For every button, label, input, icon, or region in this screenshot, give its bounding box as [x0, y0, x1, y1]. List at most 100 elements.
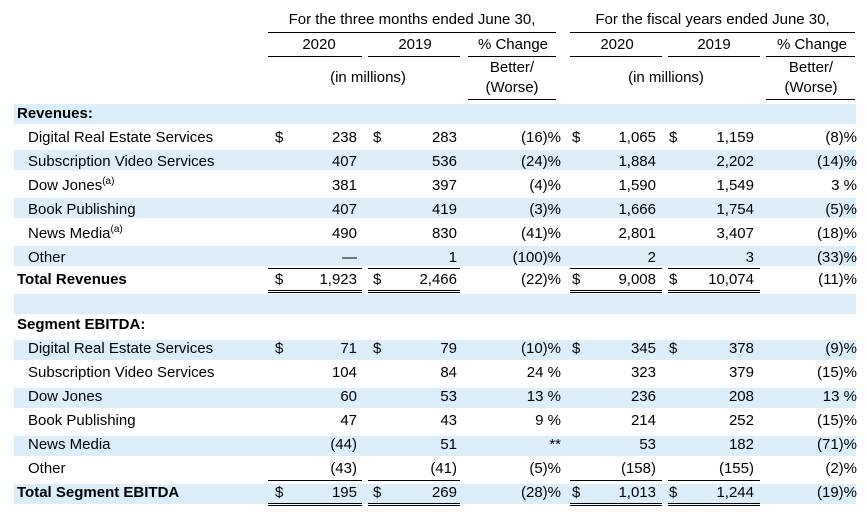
- value-f-2019: 1,549: [716, 177, 754, 194]
- value-f-2020: 1,065: [618, 129, 656, 146]
- dollar-sign: $: [373, 340, 382, 357]
- value-f-change: (71)%: [816, 436, 857, 453]
- table-row: News Media(a) 490 830 (41)% 2,801 3,407 (18)%: [0, 222, 867, 246]
- value-q-change: 13 %: [526, 388, 561, 405]
- value-f-2020: 9,008: [618, 271, 656, 288]
- dollar-sign: $: [669, 129, 678, 146]
- revenues-section-header: Revenues:: [0, 102, 867, 126]
- col-underline: [766, 99, 855, 100]
- subtotal-rule: [570, 268, 662, 269]
- footnote-marker: (a): [110, 224, 123, 235]
- value-q-2020: 381: [331, 177, 357, 194]
- value-f-2019: 379: [728, 364, 754, 381]
- value-f-change: (19)%: [816, 484, 857, 501]
- value-f-2019: 182: [728, 436, 754, 453]
- row-label: News Media: [28, 433, 111, 457]
- value-q-2020: 238: [331, 129, 357, 146]
- dollar-sign: $: [669, 484, 678, 501]
- row-label: Total Segment EBITDA: [17, 481, 179, 505]
- value-f-change: (11)%: [818, 271, 857, 288]
- table-row: Other (43) (41) (5)% (158) (155) (2)%: [0, 457, 867, 481]
- dollar-sign: $: [373, 484, 382, 501]
- value-f-change: (18)%: [816, 225, 857, 242]
- f-better-label: Better/: [788, 59, 834, 76]
- value-q-change: (100)%: [512, 249, 561, 266]
- subtotal-rule: [570, 480, 662, 481]
- three-months-underline: [268, 32, 556, 33]
- table-row: Digital Real Estate Services $238 $283 (16)…: [0, 126, 867, 150]
- subtotal-rule: [368, 480, 460, 481]
- row-label-text: Subscription Video Services: [28, 153, 215, 170]
- value-f-2020: 236: [630, 388, 656, 405]
- row-band: [14, 388, 856, 408]
- dollar-sign: $: [275, 340, 284, 357]
- value-q-2019: 2,466: [419, 271, 457, 288]
- total-rule: [268, 503, 362, 504]
- value-q-2020: 60: [340, 388, 357, 405]
- dollar-sign: $: [572, 484, 581, 501]
- subtotal-rule: [368, 268, 460, 269]
- value-f-2019: 1,754: [716, 201, 754, 218]
- value-f-change: (8)%: [825, 129, 857, 146]
- value-q-2020: (44): [330, 436, 357, 453]
- table-row: Dow Jones 60 53 13 % 236 208 13 %: [0, 385, 867, 409]
- row-label-text: Subscription Video Services: [28, 364, 215, 381]
- value-q-2019: 51: [440, 436, 457, 453]
- value-f-2019: 3,407: [716, 225, 754, 242]
- col-header-q-change: % Change: [477, 36, 549, 53]
- value-f-2020: 345: [630, 340, 656, 357]
- value-q-2019: 269: [431, 484, 457, 501]
- value-q-change: (28)%: [520, 484, 561, 501]
- row-label-text: Book Publishing: [28, 201, 136, 218]
- value-f-change: 3 %: [831, 177, 857, 194]
- col-underline: [368, 56, 460, 57]
- row-label: Other: [28, 246, 66, 270]
- value-q-2019: 283: [431, 129, 457, 146]
- row-band: [14, 198, 856, 218]
- dollar-sign: $: [572, 129, 581, 146]
- row-band: [14, 104, 856, 124]
- total-double-rule: [570, 292, 662, 293]
- value-f-2020: 323: [630, 364, 656, 381]
- value-f-2019: 208: [728, 388, 754, 405]
- value-q-2019: 830: [431, 225, 457, 242]
- table-row: Other — 1 (100)% 2 3 (33)%: [0, 246, 867, 270]
- row-label: Digital Real Estate Services: [28, 337, 213, 361]
- value-q-2020: 47: [340, 412, 357, 429]
- value-q-change: (22)%: [520, 271, 561, 288]
- value-q-2020: 104: [331, 364, 357, 381]
- row-band: [14, 294, 856, 314]
- value-f-2020: 214: [630, 412, 656, 429]
- value-q-change: (16)%: [520, 129, 561, 146]
- value-q-2019: 536: [431, 153, 457, 170]
- value-q-2019: 79: [440, 340, 457, 357]
- row-label: Other: [28, 457, 66, 481]
- f-in-millions: (in millions): [628, 69, 704, 86]
- value-f-2020: 53: [639, 436, 656, 453]
- dollar-sign: $: [669, 271, 678, 288]
- total-double-rule: [368, 292, 460, 293]
- row-label: Total Revenues: [17, 268, 127, 292]
- value-f-2020: 1,666: [618, 201, 656, 218]
- value-q-2019: 43: [440, 412, 457, 429]
- col-header-q-2019: 2019: [398, 36, 432, 53]
- value-q-change: (4)%: [529, 177, 561, 194]
- dollar-sign: $: [373, 129, 382, 146]
- ebitda-title: Segment EBITDA:: [17, 316, 146, 333]
- col-underline: [766, 56, 855, 57]
- total-rule: [368, 290, 460, 291]
- subtotal-rule: [268, 268, 362, 269]
- q-worse-label: (Worse): [485, 79, 539, 96]
- value-q-change: (24)%: [520, 153, 561, 170]
- total-rule: [668, 290, 760, 291]
- table-row: Book Publishing 47 43 9 % 214 252 (15)%: [0, 409, 867, 433]
- row-label-text: Dow Jones: [28, 388, 103, 405]
- value-f-2019: 378: [728, 340, 754, 357]
- value-q-2019: 1: [448, 249, 457, 266]
- fiscal-years-underline: [570, 32, 855, 33]
- value-f-2019: 3: [745, 249, 754, 266]
- row-label: Dow Jones(a): [28, 174, 114, 198]
- row-label: News Media(a): [28, 222, 123, 246]
- row-label-text: News Media: [28, 436, 111, 453]
- table-row: News Media (44) 51 ** 53 182 (71)%: [0, 433, 867, 457]
